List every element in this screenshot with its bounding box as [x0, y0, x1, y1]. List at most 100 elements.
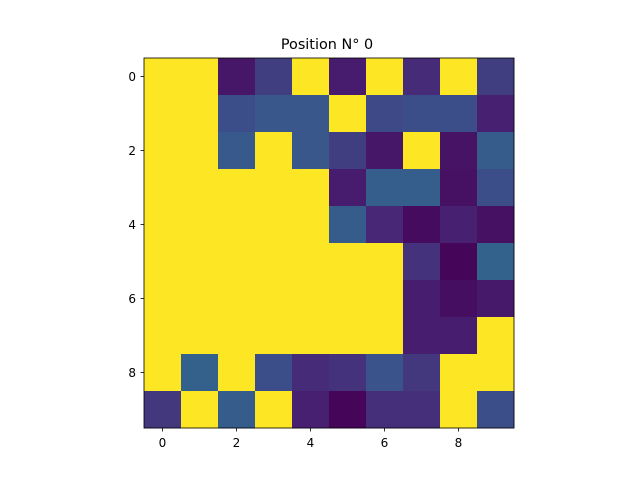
- heatmap-cell: [403, 317, 441, 355]
- heatmap-cell: [255, 132, 293, 170]
- heatmap-cell: [292, 391, 330, 429]
- heatmap-cell: [329, 243, 367, 281]
- heatmap-cell: [440, 391, 478, 429]
- y-axis: 0 2 4 6 8: [128, 70, 144, 380]
- heatmap-cell: [144, 132, 182, 170]
- heatmap-cell: [366, 132, 404, 170]
- heatmap-cell: [292, 95, 330, 133]
- heatmap-cell: [255, 280, 293, 318]
- x-axis: 0 2 4 6 8: [159, 428, 463, 450]
- heatmap-cell: [403, 169, 441, 207]
- heatmap-cell: [181, 132, 219, 170]
- heatmap-cell: [218, 169, 256, 207]
- heatmap-cell: [440, 280, 478, 318]
- heatmap-cell: [366, 280, 404, 318]
- heatmap-cell: [181, 95, 219, 133]
- heatmap-cell: [403, 243, 441, 281]
- y-tick-label: 6: [128, 292, 136, 306]
- heatmap-cell: [329, 206, 367, 244]
- heatmap-cell: [329, 280, 367, 318]
- heatmap-cell: [477, 169, 515, 207]
- heatmap-cell: [218, 317, 256, 355]
- heatmap-cell: [292, 243, 330, 281]
- heatmap-cell: [181, 169, 219, 207]
- heatmap-cell: [181, 354, 219, 392]
- heatmap-cell: [366, 206, 404, 244]
- heatmap-cell: [403, 280, 441, 318]
- heatmap-cell: [440, 317, 478, 355]
- heatmap-cell: [329, 95, 367, 133]
- heatmap-cell: [181, 391, 219, 429]
- plot-frame: [143, 57, 515, 429]
- heatmap-cell: [255, 243, 293, 281]
- heatmap-cell: [403, 58, 441, 96]
- heatmap-cell: [292, 132, 330, 170]
- heatmap-cell: [440, 95, 478, 133]
- heatmap-cell: [218, 132, 256, 170]
- heatmap-cells: [144, 58, 515, 429]
- heatmap-cell: [218, 58, 256, 96]
- heatmap-cell: [366, 391, 404, 429]
- heatmap-cell: [440, 169, 478, 207]
- heatmap-cell: [329, 354, 367, 392]
- heatmap-cell: [477, 206, 515, 244]
- heatmap-cell: [403, 391, 441, 429]
- heatmap-cell: [144, 58, 182, 96]
- heatmap-cell: [329, 317, 367, 355]
- y-tick-label: 0: [128, 70, 136, 84]
- heatmap-cell: [255, 354, 293, 392]
- heatmap-cell: [144, 206, 182, 244]
- heatmap-cell: [329, 391, 367, 429]
- heatmap-cell: [403, 354, 441, 392]
- heatmap-cell: [181, 243, 219, 281]
- heatmap-cell: [144, 243, 182, 281]
- heatmap-cell: [366, 95, 404, 133]
- heatmap-cell: [403, 95, 441, 133]
- heatmap-cell: [218, 280, 256, 318]
- heatmap-cell: [144, 317, 182, 355]
- x-tick-label: 2: [233, 436, 241, 450]
- heatmap-cell: [477, 354, 515, 392]
- y-tick-label: 8: [128, 366, 136, 380]
- heatmap-cell: [292, 58, 330, 96]
- x-tick-label: 8: [455, 436, 463, 450]
- heatmap-cell: [440, 243, 478, 281]
- heatmap-cell: [144, 169, 182, 207]
- heatmap-cell: [477, 280, 515, 318]
- heatmap-cell: [440, 354, 478, 392]
- heatmap-cell: [477, 95, 515, 133]
- heatmap-cell: [440, 58, 478, 96]
- heatmap-cell: [218, 206, 256, 244]
- heatmap-cell: [255, 206, 293, 244]
- heatmap-cell: [366, 169, 404, 207]
- heatmap-cell: [144, 95, 182, 133]
- heatmap-cell: [144, 391, 182, 429]
- heatmap-cell: [144, 280, 182, 318]
- heatmap-cell: [292, 354, 330, 392]
- x-tick-label: 6: [381, 436, 389, 450]
- heatmap-cell: [403, 132, 441, 170]
- heatmap-cell: [218, 354, 256, 392]
- heatmap-cell: [366, 243, 404, 281]
- heatmap-cell: [329, 132, 367, 170]
- x-tick-label: 0: [159, 436, 167, 450]
- heatmap-cell: [255, 317, 293, 355]
- heatmap-cell: [477, 391, 515, 429]
- heatmap-cell: [477, 132, 515, 170]
- heatmap-cell: [440, 132, 478, 170]
- chart-title: Position N° 0: [281, 37, 373, 53]
- heatmap-cell: [366, 317, 404, 355]
- heatmap-cell: [181, 317, 219, 355]
- heatmap-cell: [366, 58, 404, 96]
- heatmap-cell: [218, 391, 256, 429]
- heatmap-cell: [144, 354, 182, 392]
- y-tick-label: 4: [128, 218, 136, 232]
- heatmap-cell: [292, 280, 330, 318]
- heatmap-cell: [218, 243, 256, 281]
- heatmap-cell: [255, 95, 293, 133]
- heatmap-cell: [329, 58, 367, 96]
- x-tick-label: 4: [307, 436, 315, 450]
- heatmap-cell: [403, 206, 441, 244]
- heatmap-cell: [477, 243, 515, 281]
